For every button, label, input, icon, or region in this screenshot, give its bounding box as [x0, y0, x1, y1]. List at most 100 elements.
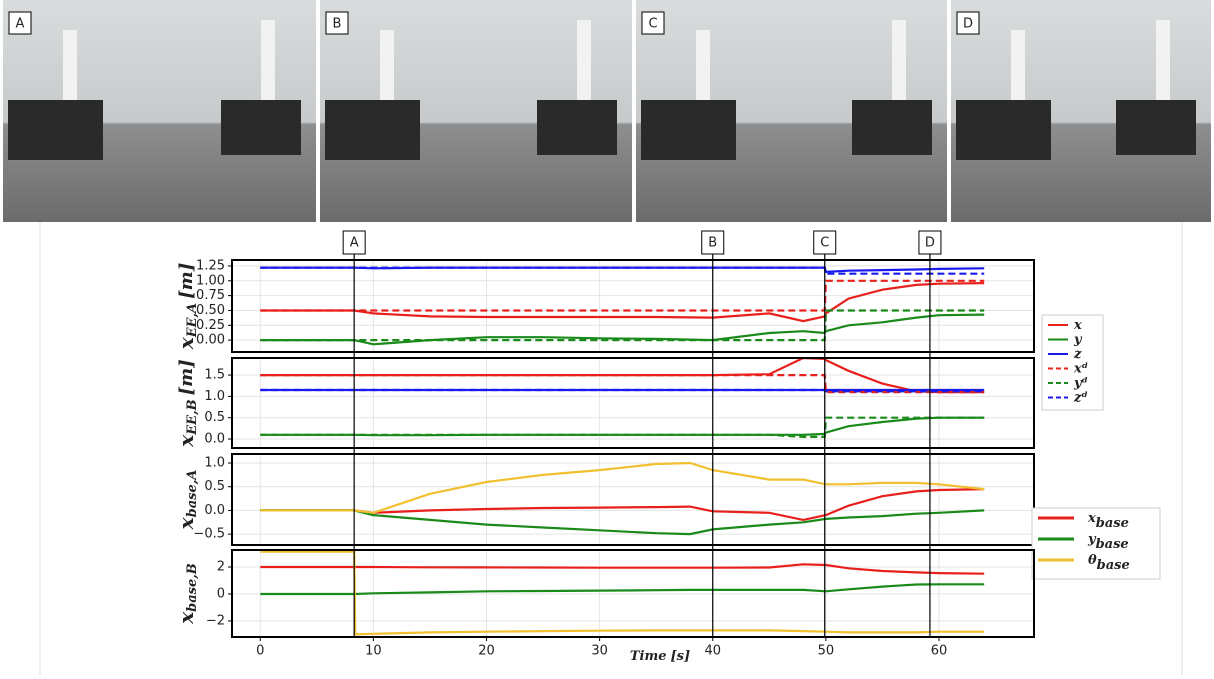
plot: 0.000.250.500.751.001.25xEE,A[m]xyzxᵈyᵈz…: [174, 230, 1161, 664]
x-tick-label: 50: [818, 644, 835, 659]
series-line: [260, 282, 985, 323]
series-line: [260, 266, 985, 274]
x-label-symbol: Time: [630, 649, 667, 664]
robot-arm: [1011, 30, 1025, 100]
y-label-symbol: x: [174, 611, 198, 625]
x-axis-label: Time [s]: [630, 649, 690, 664]
event-label: B: [708, 236, 717, 251]
legend-label: zᵈ: [1073, 390, 1088, 405]
robot-arm: [1156, 20, 1170, 100]
y-label-unit: [m]: [176, 263, 197, 299]
series-line: [260, 583, 985, 596]
robot-arm: [892, 20, 906, 100]
y-label-subscript: EE,A: [185, 303, 200, 338]
legend-label: yᵈ: [1073, 376, 1088, 391]
robot-arm: [380, 30, 394, 100]
label-box: [641, 11, 665, 35]
series-line: [260, 509, 985, 536]
y-tick-label: 2: [217, 559, 225, 574]
legend-name: θ: [1088, 553, 1097, 568]
event-box: [918, 230, 942, 255]
panel-frame: [231, 549, 1035, 638]
robot-base: [221, 100, 301, 155]
x-tick-label: 0: [256, 644, 264, 659]
legend-name: yᵈ: [1073, 376, 1088, 391]
robot-base: [537, 100, 617, 155]
robot-arm: [63, 30, 77, 100]
legend-label: xᵈ: [1073, 361, 1088, 376]
y-tick-label: 1.5: [204, 368, 225, 383]
y-axis-label: xbase,A: [174, 470, 200, 531]
event-box: [813, 230, 837, 255]
event-box: [701, 230, 725, 255]
legend-box: [1041, 314, 1104, 411]
y-tick-label: −0.5: [193, 527, 225, 542]
y-tick-label: 1.0: [204, 456, 225, 471]
panel-frame: [231, 259, 1035, 353]
label-box: [8, 11, 32, 35]
photo-label: D: [963, 17, 973, 32]
legend-box: [1031, 507, 1161, 580]
legend-name: x: [1087, 511, 1096, 526]
x-tick-label: 10: [365, 644, 382, 659]
robot-base: [956, 100, 1051, 160]
y-label-unit: [m]: [176, 359, 197, 395]
legend-label: x: [1073, 318, 1082, 333]
y-tick-label: 0.50: [196, 303, 225, 318]
y-tick-label: 0: [217, 586, 225, 601]
robot-base: [1116, 100, 1196, 155]
legend-subscript: base: [1096, 537, 1129, 552]
legend-label: y: [1073, 332, 1083, 347]
robot-base: [641, 100, 736, 160]
robot-arm: [261, 20, 275, 100]
legend-name: z: [1073, 347, 1082, 362]
event-box: [342, 230, 366, 255]
legend-label: xbase: [1087, 511, 1129, 531]
y-tick-label: 1.0: [204, 389, 225, 404]
series-line: [260, 416, 985, 437]
robot-arm: [696, 30, 710, 100]
panel-frame: [231, 357, 1035, 449]
legend-label: z: [1073, 347, 1082, 362]
legend-name: xᵈ: [1073, 361, 1088, 376]
y-axis-label: xEE,B [m]: [174, 359, 200, 447]
legend-subscript: base: [1097, 558, 1130, 573]
x-tick-label: 40: [704, 644, 721, 659]
legend-name: x: [1073, 318, 1082, 333]
series-line: [260, 563, 985, 575]
x-tick-label: 20: [478, 644, 495, 659]
y-label-subscript: base,B: [185, 563, 200, 612]
x-tick-label: 60: [931, 644, 948, 659]
y-label-subscript: base,A: [185, 470, 200, 518]
event-label: C: [820, 236, 829, 251]
robot-base: [325, 100, 420, 160]
label-box: [325, 11, 349, 35]
photo-label: C: [648, 17, 657, 32]
y-tick-label: 0.5: [204, 479, 225, 494]
y-tick-label: 1.25: [196, 258, 225, 273]
legend-name: y: [1087, 532, 1097, 547]
photos: A B C D: [3, 0, 1211, 222]
y-label-subscript: EE,B: [185, 399, 200, 435]
robot-arm: [577, 20, 591, 100]
label-box: [956, 11, 980, 35]
panel-frame: [231, 453, 1035, 546]
legend-label: θbase: [1088, 553, 1130, 573]
series-line: [260, 550, 985, 636]
y-tick-label: 1.00: [196, 273, 225, 288]
legend-subscript: base: [1096, 516, 1129, 531]
y-label-symbol: x: [174, 336, 198, 350]
y-label-symbol: x: [174, 434, 198, 448]
x-tick-label: 30: [591, 644, 608, 659]
y-tick-label: 0.25: [196, 318, 225, 333]
legend-name: y: [1073, 332, 1083, 347]
x-label-unit: [s]: [671, 649, 691, 664]
y-tick-label: 0.5: [204, 410, 225, 425]
robot-base: [852, 100, 932, 155]
y-tick-label: −2: [206, 613, 225, 628]
series-line: [260, 461, 985, 514]
y-label-symbol: x: [174, 516, 198, 530]
y-tick-label: 0.0: [204, 503, 225, 518]
